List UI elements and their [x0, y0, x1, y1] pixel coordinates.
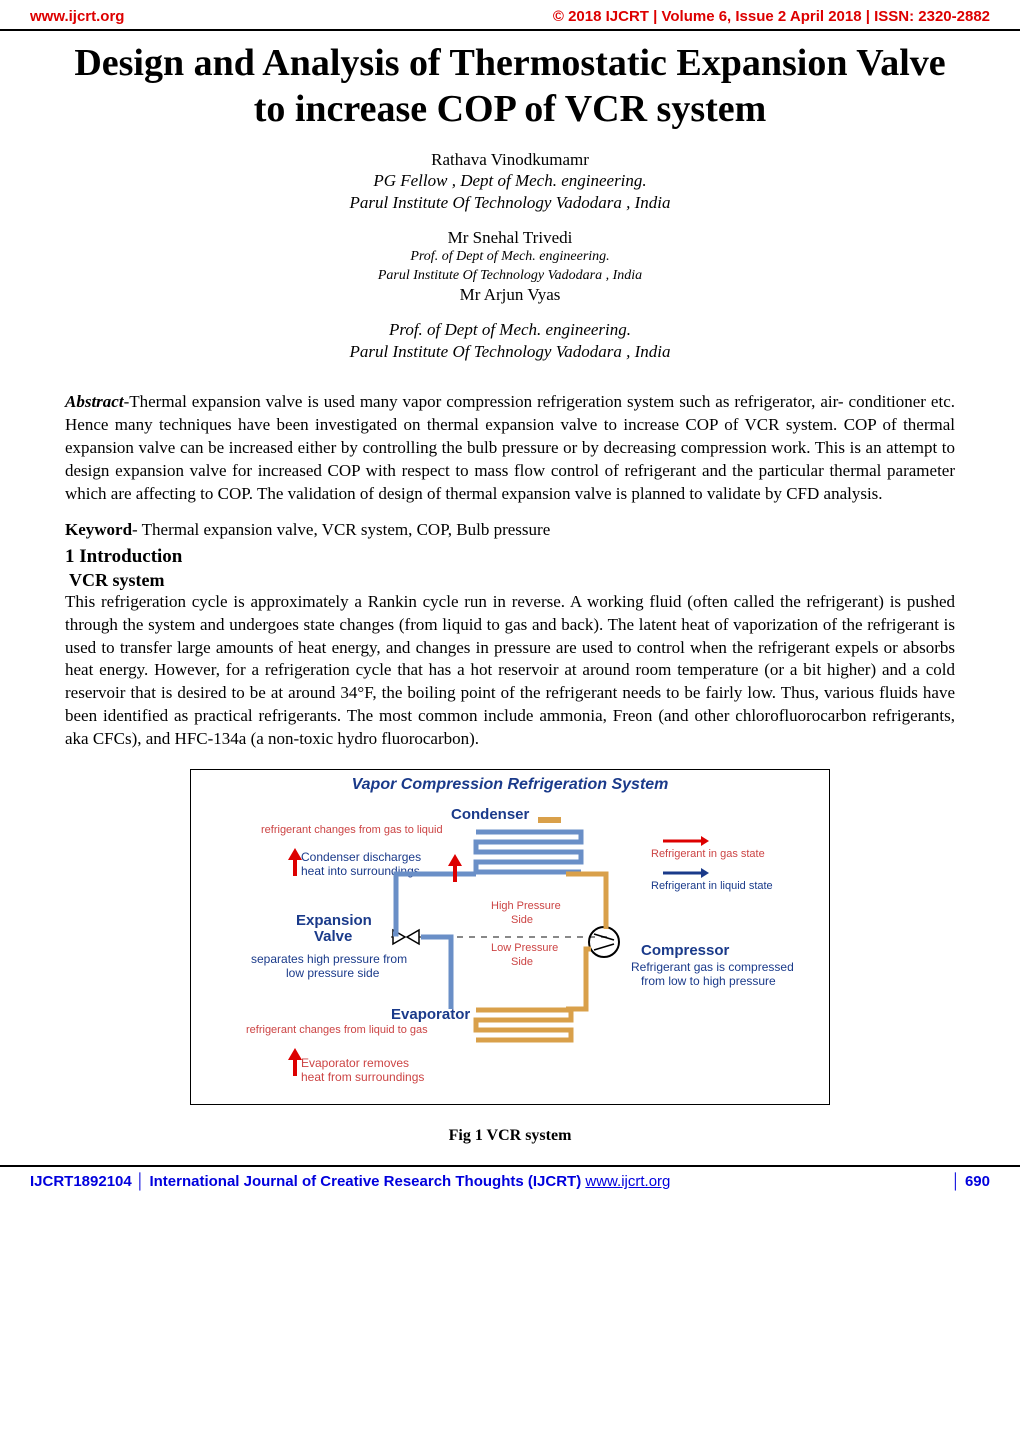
- footer-journal: International Journal of Creative Resear…: [149, 1173, 581, 1190]
- legend-liquid-arrow-icon: [661, 866, 711, 880]
- footer-link[interactable]: www.ijcrt.org: [585, 1173, 670, 1190]
- subsection-heading-vcr: VCR system: [69, 570, 955, 591]
- heat-out-arrow-icon: [286, 846, 304, 878]
- author-name: Mr Arjun Vyas: [65, 285, 955, 305]
- keyword-text: - Thermal expansion valve, VCR system, C…: [132, 520, 550, 539]
- author-affil: PG Fellow , Dept of Mech. engineering.: [65, 170, 955, 192]
- expansion-label: Expansion: [296, 912, 372, 929]
- author-affil: Parul Institute Of Technology Vadodara ,…: [65, 341, 955, 363]
- figure-caption: Fig 1 VCR system: [65, 1127, 955, 1145]
- author-name: Rathava Vinodkumamr: [65, 150, 955, 170]
- condenser-inlet-icon: [536, 808, 566, 828]
- figure-1: Vapor Compression Refrigeration System C…: [190, 769, 830, 1105]
- compressor-desc-1: Refrigerant gas is compressed: [631, 960, 794, 974]
- expansion-label-2: Valve: [314, 928, 352, 945]
- legend-gas-text: Refrigerant in gas state: [651, 848, 765, 860]
- legend-liquid-text: Refrigerant in liquid state: [651, 880, 773, 892]
- vcr-body-text: This refrigeration cycle is approximatel…: [65, 591, 955, 752]
- condenser-sub: refrigerant changes from gas to liquid: [261, 824, 443, 837]
- page-header: www.ijcrt.org © 2018 IJCRT | Volume 6, I…: [0, 0, 1020, 31]
- author-block-3: Prof. of Dept of Mech. engineering. Paru…: [65, 319, 955, 363]
- figure-title: Vapor Compression Refrigeration System: [191, 770, 829, 804]
- footer-page-number: 690: [965, 1173, 990, 1190]
- figure-body: Condenser refrigerant changes from gas t…: [191, 804, 829, 1104]
- section-heading-introduction: 1 Introduction: [65, 546, 955, 568]
- evaporator-sub: refrigerant changes from liquid to gas: [246, 1024, 428, 1037]
- author-affil: Prof. of Dept of Mech. engineering.: [65, 248, 955, 266]
- paper-title: Design and Analysis of Thermostatic Expa…: [65, 41, 955, 132]
- abstract-text: -Thermal expansion valve is used many va…: [65, 392, 955, 503]
- author-affil: Parul Institute Of Technology Vadodara ,…: [65, 192, 955, 214]
- condenser-desc-1: Condenser discharges: [301, 850, 421, 864]
- abstract-label: Abstract: [65, 392, 124, 411]
- heat-in-arrow-icon: [286, 1046, 304, 1078]
- connecting-pipes-icon: [391, 869, 621, 1019]
- footer-right: │ 690: [951, 1173, 990, 1190]
- compressor-desc-2: from low to high pressure: [641, 974, 776, 988]
- author-name: Mr Snehal Trivedi: [65, 228, 955, 248]
- heat-out-arrow-icon: [446, 852, 464, 884]
- keyword-label: Keyword: [65, 520, 132, 539]
- author-block-1: Rathava Vinodkumamr PG Fellow , Dept of …: [65, 150, 955, 214]
- evaporator-desc-2: heat from surroundings: [301, 1070, 424, 1084]
- condenser-label: Condenser: [451, 806, 529, 823]
- expansion-desc-2: low pressure side: [286, 966, 379, 980]
- author-affil: Parul Institute Of Technology Vadodara ,…: [65, 267, 955, 285]
- footer-id: IJCRT1892104: [30, 1173, 132, 1190]
- evaporator-desc-1: Evaporator removes: [301, 1056, 409, 1070]
- author-affil: Prof. of Dept of Mech. engineering.: [65, 319, 955, 341]
- compressor-label: Compressor: [641, 942, 729, 959]
- header-issue: © 2018 IJCRT | Volume 6, Issue 2 April 2…: [553, 8, 990, 25]
- expansion-desc-1: separates high pressure from: [251, 952, 407, 966]
- header-website: www.ijcrt.org: [30, 8, 124, 25]
- page-content: Design and Analysis of Thermostatic Expa…: [0, 31, 1020, 1165]
- legend-gas-arrow-icon: [661, 834, 711, 848]
- page-footer: IJCRT1892104 │ International Journal of …: [0, 1165, 1020, 1196]
- keyword-line: Keyword- Thermal expansion valve, VCR sy…: [65, 520, 955, 540]
- footer-left: IJCRT1892104 │ International Journal of …: [30, 1173, 670, 1190]
- abstract-paragraph: Abstract-Thermal expansion valve is used…: [65, 391, 955, 506]
- evaporator-label: Evaporator: [391, 1006, 470, 1023]
- author-block-2: Mr Snehal Trivedi Prof. of Dept of Mech.…: [65, 228, 955, 304]
- evaporator-coil-icon: [471, 1004, 581, 1049]
